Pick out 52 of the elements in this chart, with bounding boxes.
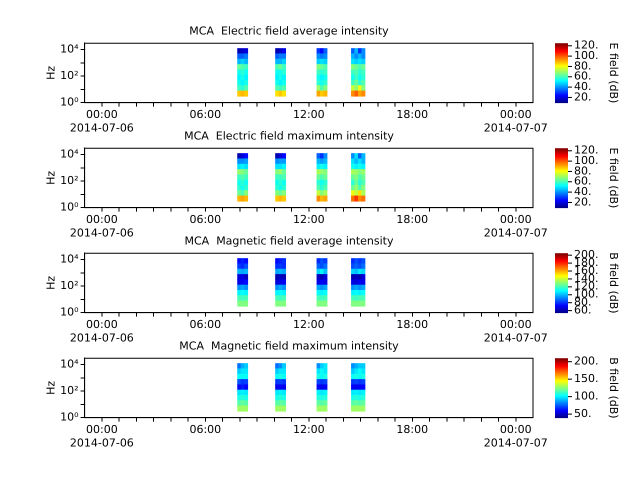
y-axis-title: Hz: [44, 380, 58, 395]
color-bar-label: 150.: [574, 372, 598, 386]
x-tick-label: 12:00: [292, 108, 325, 122]
color-bar-label: 20.: [574, 90, 592, 104]
y-tick-label: 10⁴: [60, 42, 80, 56]
x-tick-label: 00:00 2014-07-06: [70, 108, 134, 134]
chart-title: MCA Magnetic field maximum intensity: [179, 339, 400, 352]
chart-title: MCA Electric field maximum intensity: [184, 129, 394, 142]
x-tick-label: 06:00: [189, 108, 222, 122]
color-bar-title: E field (dB): [607, 148, 620, 208]
color-bar-label: 200.: [574, 354, 598, 368]
x-tick-label: 00:00 2014-07-06: [70, 213, 134, 240]
x-tick-label: 00:00 2014-07-06: [70, 318, 134, 344]
x-tick-label: 12:00: [292, 213, 325, 226]
color-bar-label: 80.: [574, 164, 592, 178]
x-tick-label: 18:00: [396, 318, 428, 332]
x-tick-label: 00:00 2014-07-07: [484, 423, 548, 450]
x-tick-label: 00:00 2014-07-07: [484, 318, 548, 344]
x-tick-label: 06:00: [189, 213, 222, 226]
color-bar-label: 20.: [574, 195, 592, 208]
x-tick-label: 18:00: [396, 213, 428, 226]
x-tick-label: 12:00: [292, 318, 325, 332]
x-tick-label: 00:00 2014-07-07: [484, 213, 548, 240]
y-tick-label: 10²: [60, 68, 79, 82]
y-tick-label: 10²: [60, 278, 79, 292]
y-tick-label: 10⁴: [60, 252, 80, 266]
y-tick-label: 10⁴: [60, 147, 80, 160]
y-tick-label: 10²: [60, 384, 79, 397]
x-tick-label: 00:00 2014-07-06: [70, 423, 134, 450]
x-tick-label: 12:00: [292, 423, 325, 436]
color-bar-label: 50.: [574, 406, 592, 420]
chart-title: MCA Electric field average intensity: [189, 24, 390, 38]
color-bar-label: 80.: [574, 59, 592, 72]
y-tick-label: 10²: [60, 174, 79, 187]
y-axis-title: Hz: [44, 276, 58, 290]
x-tick-label: 06:00: [189, 318, 222, 332]
x-tick-label: 06:00: [189, 423, 222, 436]
color-bar-title: B field (dB): [607, 357, 620, 419]
x-tick-label: 00:00 2014-07-07: [484, 108, 548, 134]
y-axis-title: Hz: [44, 170, 58, 185]
x-tick-label: 18:00: [396, 108, 428, 122]
y-tick-label: 10⁴: [60, 357, 80, 370]
color-bar-label: 100.: [574, 389, 598, 402]
y-tick-label: 10⁰: [60, 305, 80, 318]
y-axis-title: Hz: [44, 66, 58, 80]
y-tick-label: 10⁰: [60, 95, 80, 108]
x-tick-label: 18:00: [396, 423, 428, 436]
chart-title: MCA Magnetic field average intensity: [184, 234, 394, 248]
y-tick-label: 10⁰: [60, 200, 80, 214]
color-bar-title: E field (dB): [607, 42, 620, 104]
y-tick-label: 10⁰: [60, 410, 80, 424]
color-bar-title: B field (dB): [607, 252, 620, 314]
